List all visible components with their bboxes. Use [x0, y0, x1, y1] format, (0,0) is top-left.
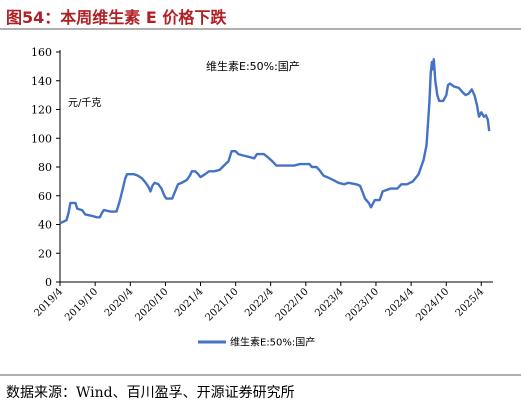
series-line: [59, 58, 491, 225]
x-tick-label: 2020/10: [133, 286, 170, 323]
y-tick-label: 0: [45, 276, 52, 289]
figure-title: 图54：本周维生素 E 价格下跌: [6, 8, 227, 27]
legend: 维生素E:50%:国产: [198, 336, 315, 349]
x-tick-label: 2024/10: [414, 286, 451, 323]
y-tick-label: 80: [38, 161, 52, 174]
x-tick-label: 2019/4: [32, 286, 65, 319]
x-tick-label: 2022/10: [274, 286, 311, 323]
y-axis: 0 20 40 60 80 100 120 140 160: [31, 46, 61, 289]
y-axis-unit-label: 元/千克: [68, 97, 101, 109]
x-tick-label: 2021/10: [204, 286, 241, 323]
x-tick-label: 2022/4: [243, 286, 276, 319]
x-tick-label: 2019/10: [63, 286, 100, 323]
x-tick-label: 2021/4: [173, 286, 206, 319]
x-tick-label: 2024/4: [384, 286, 417, 319]
figure-source: 数据来源：Wind、百川盈孚、开源证券研究所: [6, 385, 295, 401]
legend-label: 维生素E:50%:国产: [230, 336, 315, 349]
figure-header: 图54：本周维生素 E 价格下跌: [0, 0, 521, 30]
y-tick-label: 100: [31, 132, 52, 145]
x-tick-label: 2025/4: [454, 286, 487, 319]
y-tick-label: 140: [31, 75, 52, 88]
chart-inline-label: 维生素E:50%:国产: [206, 59, 300, 73]
y-tick-label: 60: [38, 190, 52, 203]
y-tick-label: 40: [38, 219, 52, 232]
y-tick-label: 120: [31, 104, 52, 117]
y-tick-label: 160: [31, 46, 52, 59]
x-tick-label: 2023/10: [344, 286, 381, 323]
y-tick-label: 20: [38, 247, 52, 260]
x-tick-label: 2020/4: [103, 286, 136, 319]
figure-footer: 数据来源：Wind、百川盈孚、开源证券研究所: [0, 374, 521, 404]
x-tick-label: 2023/4: [313, 286, 346, 319]
